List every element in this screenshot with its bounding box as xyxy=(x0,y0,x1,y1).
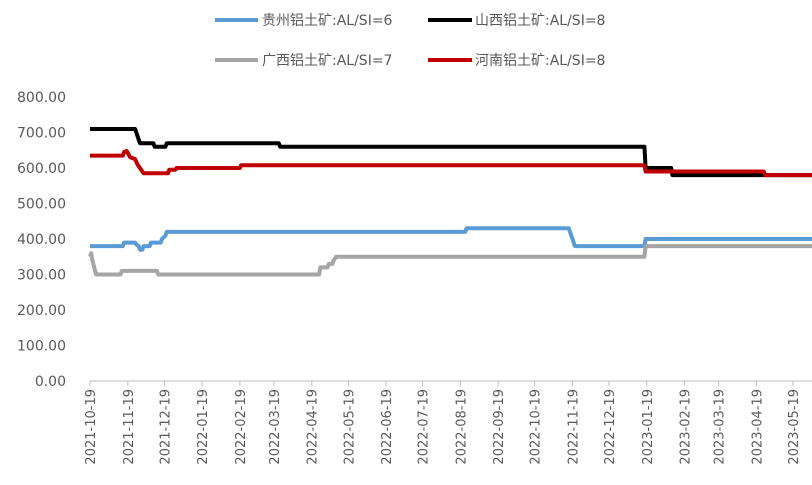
y-tick-label: 500.00 xyxy=(17,197,66,213)
x-tick-label: 2022-09-19 xyxy=(492,389,507,465)
y-tick-label: 300.00 xyxy=(17,268,66,284)
y-tick-label: 600.00 xyxy=(17,161,66,177)
x-tick-label: 2022-02-19 xyxy=(234,389,249,465)
x-tick-label: 2021-12-19 xyxy=(158,389,173,465)
y-tick-label: 0.00 xyxy=(35,374,66,390)
x-tick-label: 2022-12-19 xyxy=(603,389,618,465)
x-tick-label: 2022-06-19 xyxy=(380,389,395,465)
legend-label: 河南铝土矿:AL/SI=8 xyxy=(475,53,605,69)
y-tick-label: 100.00 xyxy=(17,339,66,355)
x-tick-label: 2023-01-19 xyxy=(641,389,656,465)
legend-label: 山西铝土矿:AL/SI=8 xyxy=(475,13,605,29)
y-tick-label: 400.00 xyxy=(17,232,66,248)
x-tick-label: 2022-04-19 xyxy=(306,389,321,465)
series-group xyxy=(88,127,812,277)
y-tick-label: 200.00 xyxy=(17,303,66,319)
x-tick-label: 2022-01-19 xyxy=(196,389,211,465)
x-tick-label: 2023-05-19 xyxy=(787,389,802,465)
x-tick-label: 2021-10-19 xyxy=(84,389,99,465)
y-tick-label: 700.00 xyxy=(17,126,66,142)
x-tick-label: 2023-04-19 xyxy=(750,389,765,465)
x-tick-label: 2022-05-19 xyxy=(342,389,357,465)
x-tick-label: 2021-11-19 xyxy=(122,389,137,465)
x-tick-label: 2023-03-19 xyxy=(713,389,728,465)
x-tick-label: 2022-07-19 xyxy=(417,389,432,465)
series-line-3 xyxy=(90,149,812,178)
x-tick-label: 2022-08-19 xyxy=(454,389,469,465)
series-line-2 xyxy=(88,244,812,277)
y-axis: 0.00 100.00 200.00 300.00 400.00 500.00 600.00… xyxy=(17,90,66,390)
series-line-1 xyxy=(90,127,812,178)
series-line-0 xyxy=(90,226,812,252)
x-tick-label: 2023-02-19 xyxy=(679,389,694,465)
legend: 贵州铝土矿:AL/SI=6 山西铝土矿:AL/SI=8 广西铝土矿:AL/SI=7 河… xyxy=(215,13,605,69)
legend-label: 广西铝土矿:AL/SI=7 xyxy=(262,53,392,69)
y-tick-label: 800.00 xyxy=(17,90,66,106)
x-tick-label: 2022-03-19 xyxy=(268,389,283,465)
x-tick-label: 2022-11-19 xyxy=(566,389,581,465)
x-axis: 2021-10-19 2021-11-19 2021-12-19 2022-01-19… xyxy=(84,380,812,465)
legend-label: 贵州铝土矿:AL/SI=6 xyxy=(262,13,393,29)
x-tick-label: 2022-10-19 xyxy=(529,389,544,465)
